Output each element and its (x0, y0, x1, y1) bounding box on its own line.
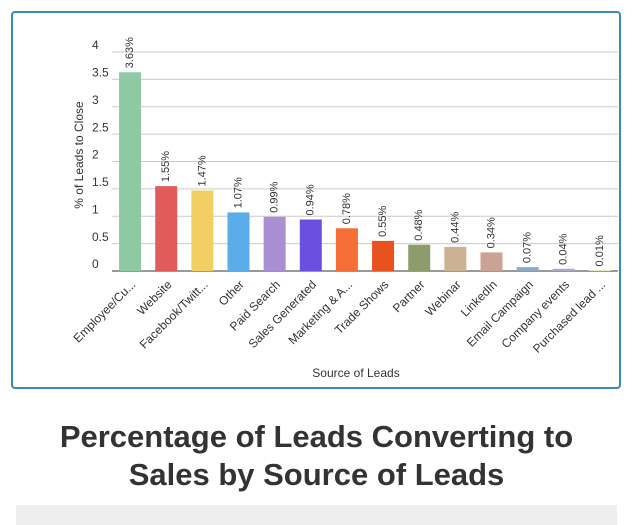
bar (119, 72, 142, 271)
y-tick-label: 0 (92, 257, 99, 271)
y-axis-title: % of Leads to Close (72, 101, 86, 209)
value-label: 0.48% (413, 209, 425, 240)
value-label: 0.99% (269, 181, 281, 212)
footer-bar (16, 505, 617, 525)
x-tick-label: Employee/Cu... (71, 277, 139, 345)
bar (227, 212, 250, 271)
bar (480, 252, 503, 271)
value-label: 0.04% (558, 233, 570, 264)
bar (263, 216, 286, 271)
value-label: 0.44% (449, 212, 461, 243)
y-tick-label: 4 (92, 38, 99, 52)
x-tick-label: Marketing & A... (285, 277, 355, 347)
bar (588, 270, 611, 271)
value-label: 1.47% (196, 155, 208, 186)
y-tick-label: 2.5 (92, 120, 109, 134)
bar (408, 244, 431, 271)
bar (552, 268, 575, 271)
bar (191, 190, 214, 271)
value-label: 1.55% (160, 151, 172, 182)
bar (444, 246, 467, 271)
x-tick-label: Webinar (422, 277, 463, 318)
y-tick-label: 2 (92, 148, 99, 162)
value-label: 0.78% (341, 193, 353, 224)
value-label: 0.94% (305, 184, 317, 215)
bar (155, 186, 178, 271)
y-tick-label: 1.5 (92, 175, 109, 189)
value-label: 3.63% (124, 37, 136, 68)
y-tick-label: 0.5 (92, 230, 109, 244)
value-label: 0.07% (522, 232, 534, 263)
value-label: 0.01% (594, 235, 606, 266)
value-label: 0.55% (377, 205, 389, 236)
value-label: 1.07% (232, 177, 244, 208)
bar (335, 228, 358, 271)
value-label: 0.34% (485, 217, 497, 248)
x-axis-title: Source of Leads (312, 366, 399, 380)
bar (516, 267, 539, 271)
y-tick-label: 1 (92, 202, 99, 216)
chart-title: Percentage of Leads Converting to Sales … (59, 419, 574, 492)
y-tick-label: 3.5 (92, 66, 109, 80)
chart-frame (11, 11, 621, 389)
y-tick-label: 3 (92, 93, 99, 107)
bar (299, 219, 322, 271)
chart: % of Leads to Close Source of Leads 0 0.5… (71, 37, 618, 380)
x-tick-label: Other (216, 277, 247, 308)
x-tick-label: Facebook/Twitt... (137, 277, 211, 351)
bar (372, 240, 395, 271)
